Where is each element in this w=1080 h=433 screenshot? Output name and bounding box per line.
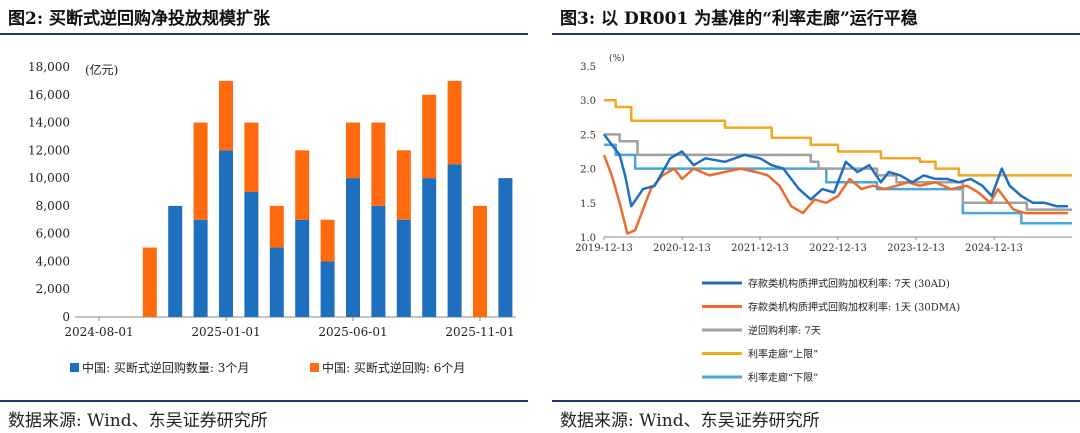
bar-6-month [295,150,310,220]
y-unit-label: (%) [609,53,625,64]
y-tick-label: 12,000 [28,143,70,157]
legend-label: 中国: 买断式逆回购: 6个月 [322,360,465,375]
bar-3-month [244,192,259,317]
bar-3-month [396,219,411,317]
bar-3-month [193,219,208,317]
bar-6-month [396,150,411,220]
top-divider [552,33,1080,35]
legend-swatch [70,363,79,372]
y-tick-label: 1.5 [580,199,596,210]
bar-6-month [269,205,284,248]
y-tick-label: 2.5 [580,130,596,141]
legend-label: 利率走廊“上限” [748,348,818,361]
bar-3-month [447,164,462,317]
bar-6-month [422,94,437,179]
bar-3-month [219,150,233,317]
x-tick-label: 2024-12-13 [965,243,1023,254]
bottom-divider [0,400,528,402]
top-divider [0,33,528,35]
bar-3-month [320,261,335,317]
y-unit-label: (亿元) [85,62,118,77]
figure-3-title: 图3: 以 DR001 为基准的“利率走廊”运行平稳 [560,9,918,29]
line-chart: (%) 1.0 1.5 2.0 2.5 3.0 3.5 2019-12-13 2020-12-1… [575,53,1072,384]
line-dr007-30ad [603,133,1069,208]
x-tick-label: 2025-06-01 [318,325,387,339]
x-tick-label: 2021-12-13 [731,243,789,254]
bar-3-month [168,205,183,317]
y-tick-label: 3.0 [580,96,596,107]
bar-6-month [193,122,208,220]
y-tick-label: 6,000 [36,227,70,241]
y-tick-label: 3.5 [580,62,596,73]
y-tick-label: 2.0 [580,165,596,176]
figure-2-source: 数据来源: Wind、东吴证券研究所 [8,411,268,431]
y-tick-label: 0 [62,310,70,324]
figure-3-panel: 图3: 以 DR001 为基准的“利率走廊”运行平稳 (%) 1.0 1.5 2.0 2… [552,0,1080,433]
bar-6-month [219,80,233,151]
y-tick-label: 18,000 [28,60,70,74]
bar-3-month [269,247,284,317]
bar-chart: (亿元) 0 2,000 4,000 6,000 8,000 10,000 12,000 14,… [28,60,516,375]
x-tick-label: 2020-12-13 [653,243,711,254]
bar-3-month [422,178,437,317]
y-tick-label: 14,000 [28,116,70,130]
x-tick-label: 2025-01-01 [191,325,260,339]
bar-6-month [371,122,386,206]
legend-label: 逆回购利率: 7天 [748,324,821,337]
bar-6-month [473,205,487,317]
x-tick-label: 2024-08-01 [64,325,133,339]
bar-3-month [295,219,310,317]
bar-6-month [447,80,462,165]
bar-3-month [346,178,360,317]
figure-2-title: 图2: 买断式逆回购净投放规模扩张 [8,9,271,29]
legend-swatch [310,363,319,372]
line-corridor-upper [604,98,1072,177]
legend-label: 中国: 买断式逆回购数量: 3个月 [82,360,249,375]
y-tick-label: 1.0 [580,233,596,244]
legend-label: 存款类机构质押式回购加权利率: 1天 (30DMA) [748,301,960,314]
bar-6-month [142,247,157,317]
x-tick-label: 2019-12-13 [575,243,633,254]
figure-3-source: 数据来源: Wind、东吴证券研究所 [560,411,820,431]
line-dr001-30dma [602,154,1069,235]
bar-6-month [346,122,360,179]
y-tick-label: 2,000 [36,282,70,296]
x-tick-label: 2022-12-13 [809,243,867,254]
line-reverse-repo-7d [604,133,1072,211]
legend-label: 利率走廊“下限” [748,371,818,384]
bar-3-month [498,178,513,317]
y-tick-label: 4,000 [36,254,70,268]
bar-6-month [320,219,335,262]
y-tick-label: 10,000 [28,171,70,185]
bar-3-month [371,205,386,317]
legend-label: 存款类机构质押式回购加权利率: 7天 (30AD) [748,277,950,290]
x-tick-label: 2025-11-01 [445,325,514,339]
figure-2-panel: 图2: 买断式逆回购净投放规模扩张 (亿元) 0 2,000 4,000 6,000 8,… [0,0,528,433]
bar-6-month [244,122,259,192]
y-tick-label: 8,000 [36,199,70,213]
x-tick-label: 2023-12-13 [887,243,945,254]
bottom-divider [552,400,1080,402]
y-tick-label: 16,000 [28,88,70,102]
